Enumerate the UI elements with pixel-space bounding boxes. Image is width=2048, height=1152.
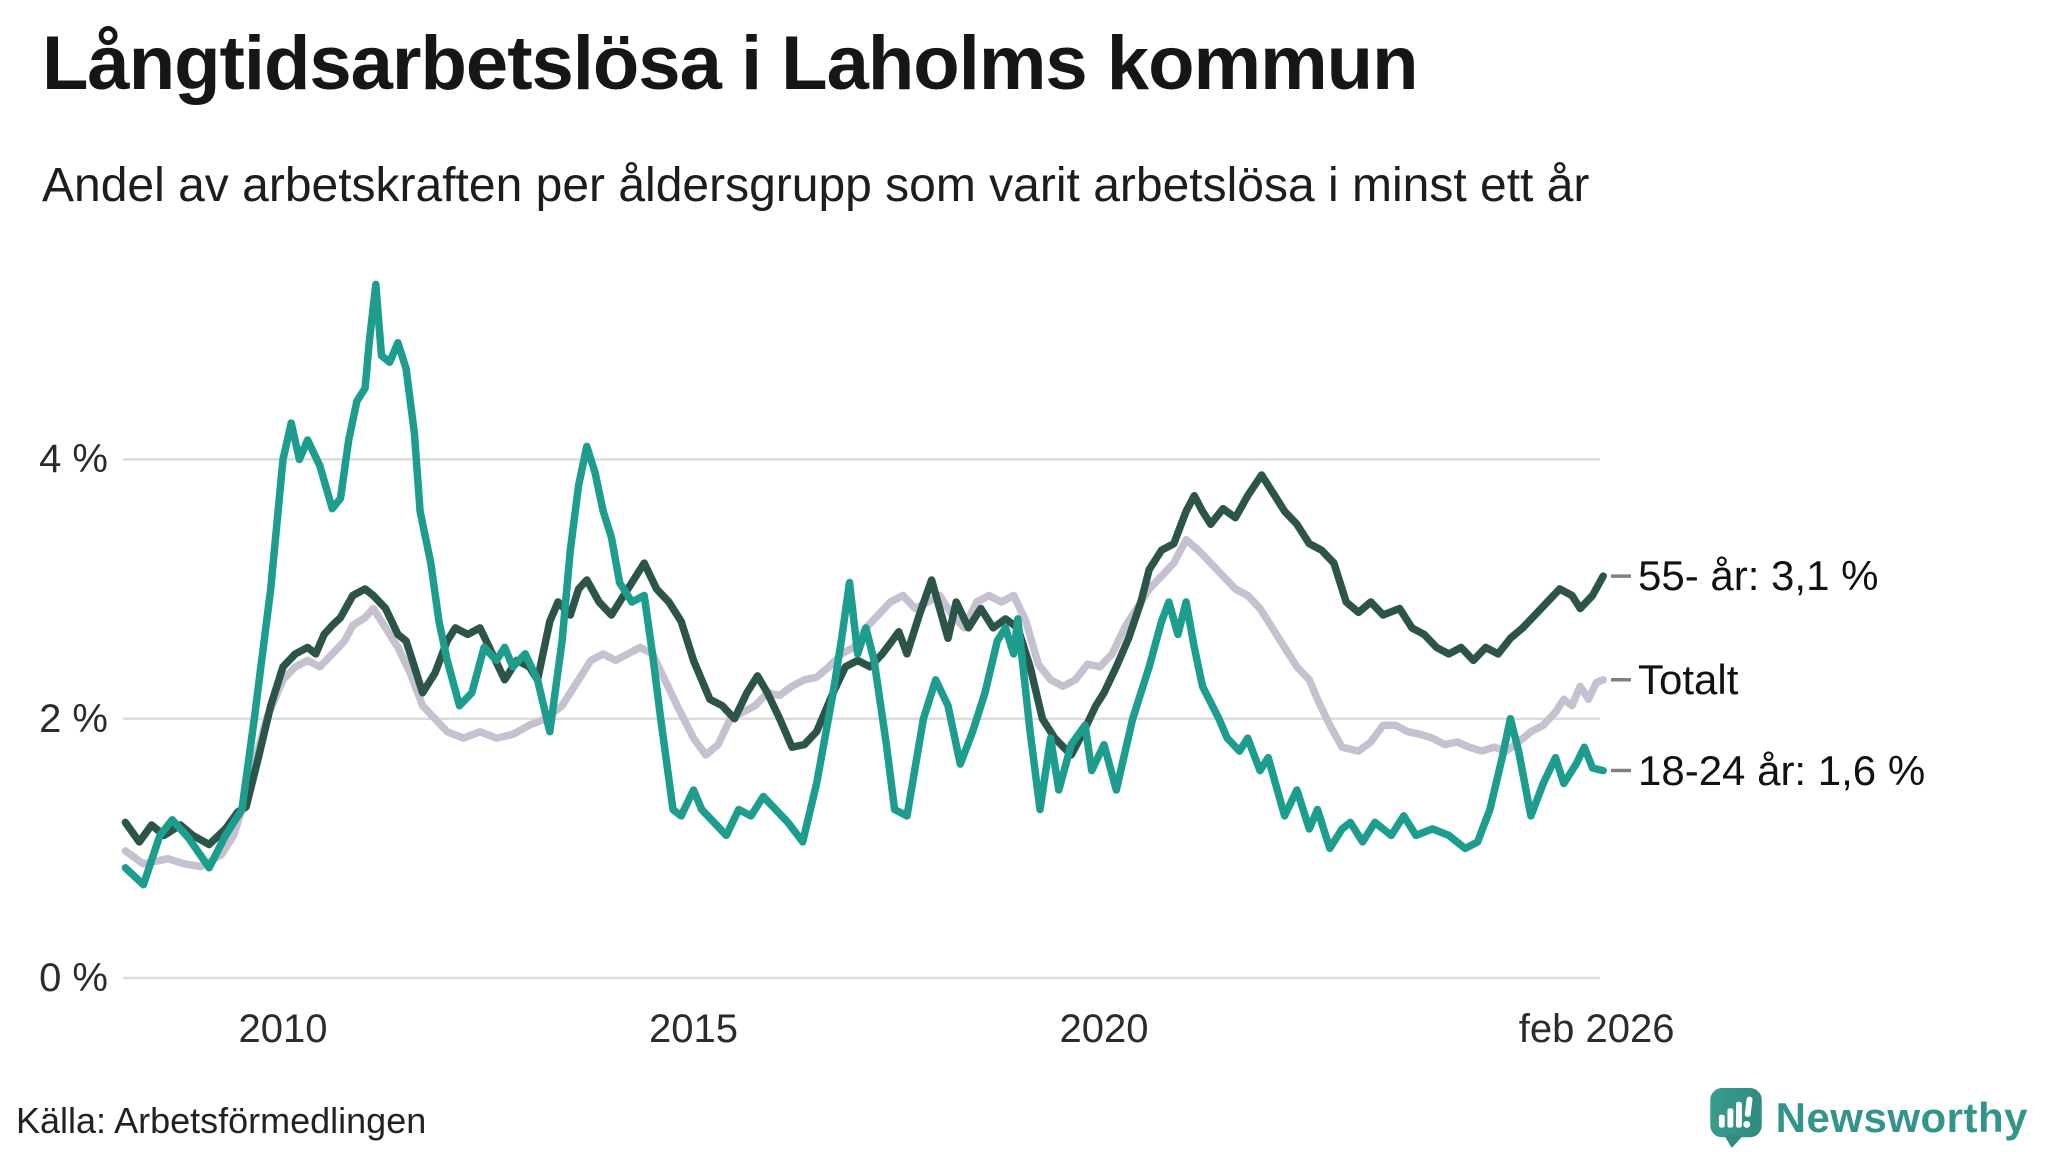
series-end-label-1824: 18-24 år: 1,6 % — [1638, 746, 1926, 794]
series-end-label-55: 55- år: 3,1 % — [1638, 552, 1879, 600]
series-end-label-totalt: Totalt — [1638, 655, 1739, 703]
brand-name: Newsworthy — [1775, 1094, 2028, 1141]
x-tick-label: 2020 — [1059, 1007, 1149, 1051]
series-line-1824 — [121, 280, 1607, 889]
x-tick-label: feb 2026 — [1518, 1007, 1675, 1051]
page-title: Långtidsarbetslösa i Laholms kommun — [42, 21, 1418, 106]
y-tick-label: 0 % — [39, 956, 108, 1000]
x-tick-label: 2015 — [649, 1007, 738, 1051]
series-line-55 — [121, 471, 1607, 849]
x-tick-label: 2010 — [238, 1007, 328, 1051]
y-tick-label: 4 % — [39, 437, 108, 482]
page-subtitle: Andel av arbetskraften per åldersgrupp s… — [42, 159, 1590, 212]
bar-chart-speech-bubble-icon — [1709, 1088, 1762, 1148]
source-note: Källa: Arbetsförmedlingen — [16, 1100, 427, 1141]
series-line-totalt — [121, 536, 1607, 871]
y-tick-label: 2 % — [39, 696, 108, 741]
newsworthy-logo[interactable]: Newsworthy — [1709, 1088, 2028, 1148]
